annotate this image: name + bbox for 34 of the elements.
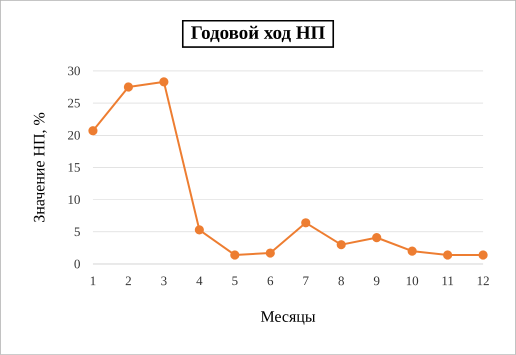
y-axis-title: Значение НП, %	[34, 112, 47, 222]
x-tick-label: 11	[442, 276, 454, 286]
x-tick-label: 1	[90, 276, 96, 286]
point	[336, 240, 346, 250]
point	[230, 250, 240, 260]
x-tick-label: 6	[268, 276, 274, 286]
point	[408, 246, 417, 256]
x-tick-label: 9	[374, 276, 380, 286]
y-tick-label: 25	[68, 98, 80, 108]
point	[159, 77, 168, 86]
x-tick-label: 4	[196, 276, 202, 286]
point	[266, 248, 275, 258]
point	[88, 126, 98, 136]
y-tick-label: 30	[68, 66, 80, 76]
x-tick-label: 12	[478, 276, 489, 286]
y-tick-label: 15	[68, 163, 80, 172]
x-tick-label: 7	[303, 276, 309, 286]
y-tick-label: 10	[68, 195, 80, 204]
point	[478, 250, 488, 260]
x-tick-label: 8	[338, 276, 344, 286]
x-tick-label: 2	[126, 276, 131, 286]
y-tick-label: 20	[68, 130, 80, 140]
point	[301, 218, 310, 228]
point	[443, 250, 452, 260]
x-tick-label: 10	[406, 276, 418, 286]
x-axis-title: Месяцы	[260, 311, 316, 325]
x-tick-label: 3	[161, 276, 167, 286]
chart-title: Годовой ход НП	[191, 26, 325, 42]
x-tick-label: 5	[232, 276, 238, 286]
point	[372, 233, 382, 242]
point	[194, 225, 204, 234]
point	[124, 82, 133, 92]
y-tick-label: 0	[74, 260, 80, 268]
y-tick-label: 5	[74, 228, 80, 236]
